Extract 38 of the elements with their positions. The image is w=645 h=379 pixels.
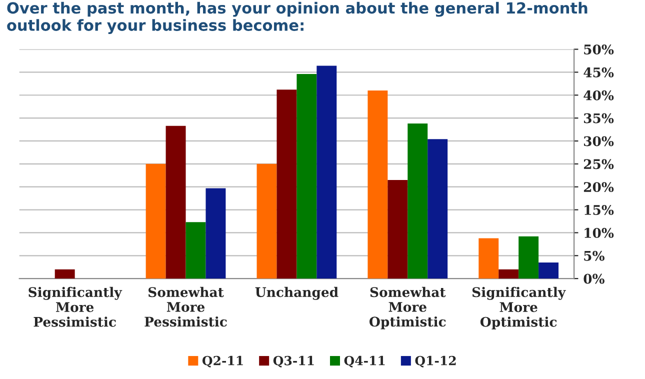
bar	[186, 222, 206, 279]
bar	[54, 269, 75, 279]
bar	[276, 90, 297, 279]
bar	[478, 238, 499, 279]
y-tick-label: 30%	[584, 136, 614, 146]
x-tick-label: Significantly More Pessimistic	[28, 286, 122, 327]
bar	[316, 66, 337, 279]
legend-label: Q4-11	[344, 356, 385, 368]
bar	[256, 164, 277, 279]
y-tick-label: 40%	[584, 90, 614, 100]
bar	[408, 124, 428, 279]
y-tick-label: 35%	[584, 113, 614, 124]
y-tick-label: 25%	[584, 159, 614, 170]
bar	[388, 180, 408, 279]
bar	[146, 164, 166, 279]
chart-title: Over the past month, has your opinion about the general 12-month outlook for your business become:	[7, 2, 588, 34]
bar	[428, 139, 448, 279]
x-tick-label: Somewhat More Optimistic	[370, 286, 446, 330]
y-tick-label: 0%	[584, 274, 604, 284]
bar	[206, 188, 226, 279]
bar	[538, 262, 559, 279]
legend-label: Q1-12	[415, 356, 456, 368]
x-tick-label: Significantly More Optimistic	[472, 286, 566, 330]
bar	[518, 236, 539, 279]
y-tick-label: 15%	[584, 204, 614, 215]
y-tick-label: 45%	[584, 67, 614, 78]
y-tick-label: 10%	[584, 228, 614, 238]
x-tick-label: Somewhat More Pessimistic	[144, 286, 227, 327]
bar	[368, 90, 388, 279]
bar	[296, 74, 317, 279]
y-tick-label: 20%	[584, 182, 614, 192]
x-tick-label: Unchanged	[255, 286, 338, 300]
legend-label: Q2-11	[202, 356, 243, 368]
bar	[498, 269, 519, 279]
y-tick-label: 5%	[584, 250, 604, 261]
y-tick-label: 50%	[584, 44, 614, 54]
legend-label: Q3-11	[273, 356, 314, 368]
bar	[166, 126, 186, 279]
